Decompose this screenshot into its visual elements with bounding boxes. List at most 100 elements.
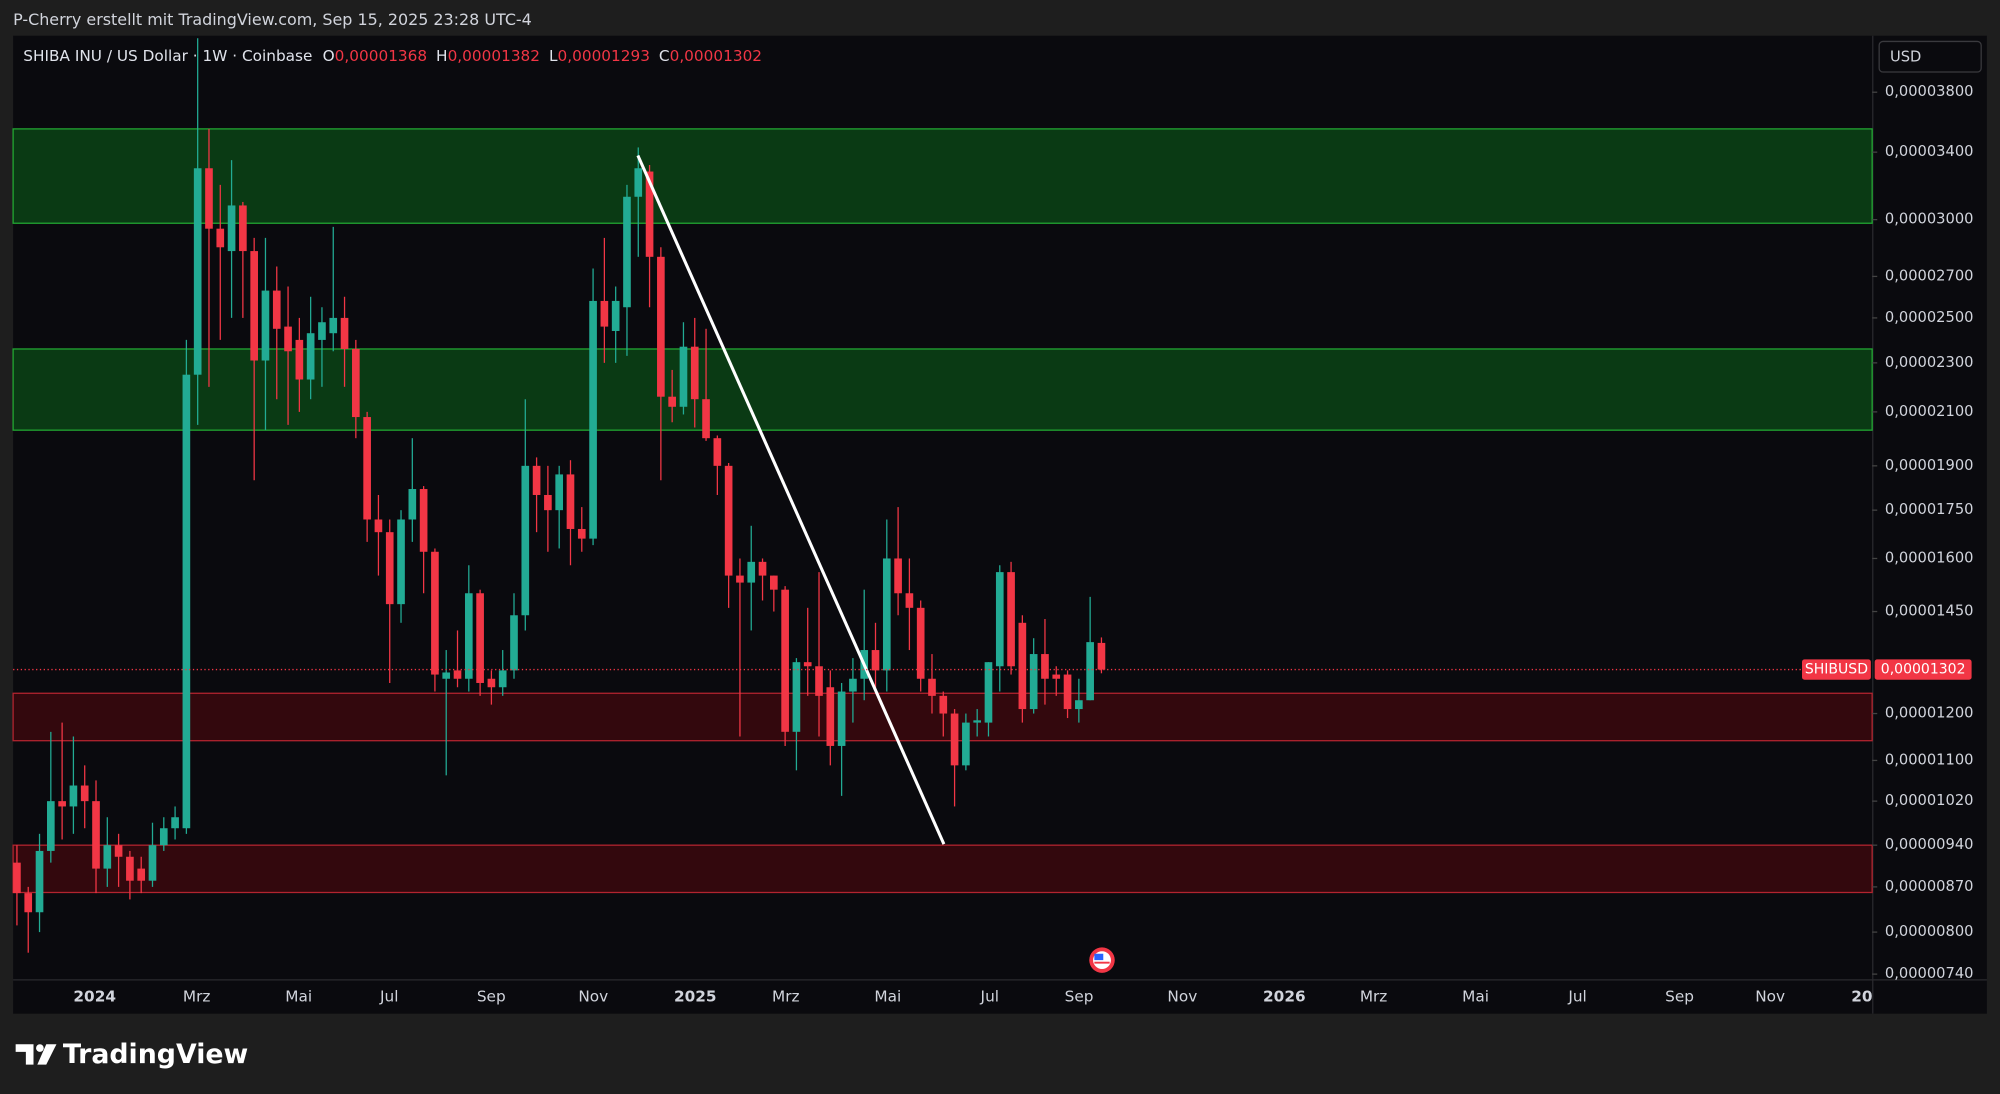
candle-body <box>1029 654 1038 710</box>
candle-body <box>363 417 371 520</box>
x-tick-label: Mai <box>1462 988 1489 1006</box>
y-tick-label: 0,00001200 <box>1885 705 1974 722</box>
axes: 0,00003800 0,00003400 0,00003000 0,00002700… <box>13 83 1974 1006</box>
candle-body <box>803 662 812 667</box>
currency: USD <box>1890 48 1921 65</box>
candle-body <box>882 558 891 671</box>
event-flag-canton <box>1094 953 1104 961</box>
candle-body <box>442 672 451 679</box>
candle-body <box>1018 622 1027 710</box>
ohlc-value: 0,00001368 <box>335 47 427 65</box>
x-tick-label: Jul <box>1567 988 1586 1006</box>
candle-body <box>498 670 507 688</box>
y-tick-label: 0,00000740 <box>1885 965 1974 982</box>
y-tick-label: 0,00003400 <box>1885 143 1974 160</box>
candle-body <box>1007 572 1015 667</box>
candle-body <box>250 251 258 361</box>
candle-body <box>171 817 179 829</box>
candle-body <box>35 850 44 913</box>
candle-body <box>419 489 428 552</box>
candle-body <box>792 662 801 732</box>
candle-body <box>577 528 586 539</box>
x-tick-label: Mrz <box>183 988 211 1006</box>
y-tick-label: 0,00003800 <box>1885 83 1974 100</box>
candle-body <box>329 317 338 334</box>
zone <box>12 128 1873 224</box>
y-tick-label: 0,00001750 <box>1885 501 1974 518</box>
credit: P-Cherry erstellt mit TradingView.com, S… <box>13 10 532 29</box>
candle-body <box>476 593 484 683</box>
candle-body <box>24 893 33 913</box>
y-tick-label: 0,00000800 <box>1885 923 1974 940</box>
candle-body <box>13 862 21 894</box>
candle-body <box>397 519 405 605</box>
candle-body <box>159 828 168 846</box>
candle-body <box>600 300 609 327</box>
candle-body <box>216 228 225 248</box>
candle-body <box>702 399 710 439</box>
legend: SHIBA INU / US Dollar · 1W · Coinbase O0,… <box>23 47 762 65</box>
candle-body <box>690 346 699 400</box>
candles <box>13 38 1106 953</box>
candle-body <box>928 678 936 696</box>
candle-body <box>205 168 213 229</box>
candle-body <box>58 801 66 807</box>
candle-body <box>657 256 665 397</box>
candle-body <box>995 572 1004 667</box>
candle-body <box>1086 642 1094 701</box>
x-tick-label: 2025 <box>674 988 717 1006</box>
candle-body <box>1097 642 1106 670</box>
candle-body <box>352 348 360 418</box>
logo-mark <box>15 1044 34 1065</box>
candle-body <box>939 695 948 714</box>
y-tick-label: 0,00002300 <box>1885 354 1974 371</box>
candle-body <box>464 593 473 679</box>
x-tick-label: Mai <box>874 988 901 1006</box>
candle-body <box>103 845 112 869</box>
candle-body <box>758 561 767 576</box>
candle-body <box>385 532 394 605</box>
candle-body <box>453 670 462 679</box>
candle-body <box>374 519 383 533</box>
candle-body <box>80 785 89 802</box>
y-tick-label: 0,00002500 <box>1885 309 1974 326</box>
x-tick-label: Sep <box>1665 988 1694 1006</box>
candle-body <box>272 290 281 329</box>
candle-body <box>905 593 914 608</box>
symbol-tag <box>1802 659 1871 680</box>
candle-body <box>408 489 417 520</box>
y-tick-label: 0,00000940 <box>1885 836 1974 853</box>
x-tick-label: 2026 <box>1263 988 1306 1006</box>
x-tick-label: Nov <box>1167 988 1197 1006</box>
ohlc-key: O <box>323 47 335 65</box>
ohlc-value: 0,00001293 <box>558 47 650 65</box>
x-tick-label: Jul <box>980 988 999 1006</box>
candle-body <box>871 650 880 671</box>
candle-body <box>713 438 722 466</box>
candle-body <box>634 168 643 197</box>
x-tick-label: 2024 <box>73 988 116 1006</box>
currency-box <box>1878 40 1982 73</box>
candle-body <box>668 396 676 407</box>
candle-body <box>984 662 993 723</box>
candle-body <box>724 465 733 576</box>
x-tick-label: Jul <box>379 988 398 1006</box>
candle-body <box>962 722 970 766</box>
brand: TradingView <box>63 1039 248 1070</box>
candle-body <box>92 801 100 869</box>
ohlc-key: C <box>659 47 670 65</box>
candle-body <box>295 339 304 380</box>
y-tick-label: 0,00001020 <box>1885 792 1974 809</box>
ohlc-key: H <box>436 47 448 65</box>
instrument: SHIBA INU / US Dollar · 1W · Coinbase <box>23 47 312 65</box>
candle-body <box>849 678 857 692</box>
x-tick-label: Mrz <box>1360 988 1388 1006</box>
price-tag <box>1874 659 1972 680</box>
ohlc-key: L <box>549 47 558 65</box>
x-tick-label: Nov <box>578 988 608 1006</box>
candle-body <box>227 205 236 252</box>
candle-body <box>340 317 349 349</box>
candle-body <box>1063 674 1072 710</box>
y-tick-label: 0,00002100 <box>1885 403 1974 420</box>
y-tick-label: 0,00001600 <box>1885 549 1974 566</box>
